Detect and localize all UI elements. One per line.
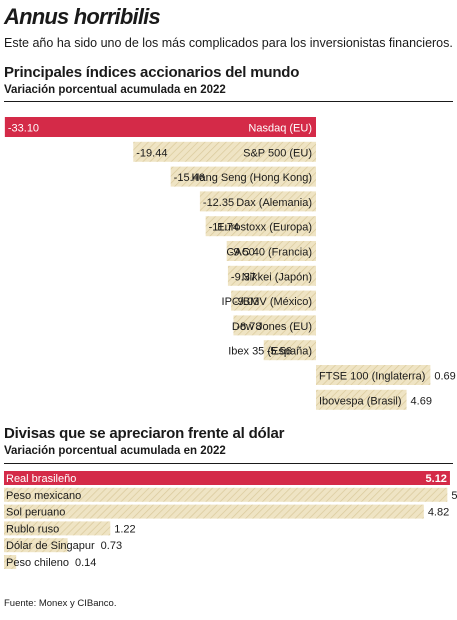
bar-peso-mexicano — [4, 487, 448, 502]
category-label-ftse-100-inglaterra: FTSE 100 (Inglaterra) — [319, 371, 425, 383]
bar-ibex-35-espana — [263, 340, 316, 361]
source-note: Fuente: Monex y CIBanco. — [4, 598, 117, 609]
bar-sol-peruano — [4, 504, 424, 519]
value-label-sol-peruano: 4.82 — [428, 507, 449, 519]
value-label-cac-40-francia: -9.50 — [230, 247, 255, 259]
page-subtitle: Este año ha sido uno de los más complica… — [4, 36, 453, 50]
value-label-nikkei-japon: -9.37 — [231, 271, 256, 283]
bar-ftse-100-inglaterra — [316, 365, 431, 385]
bar-sandp-500-eu — [133, 141, 316, 162]
category-label-dax-alemania: Dax (Alemania) — [236, 197, 312, 209]
value-label-dolar-de-singapur: 0.73 — [101, 540, 122, 552]
bar-rublo-ruso — [4, 521, 111, 536]
currency-chart-title: Divisas que se apreciaron frente al dóla… — [4, 425, 285, 442]
value-label-ipc-bmv-mexico: -9.03 — [234, 296, 259, 308]
bar-eurostoxx-europa — [205, 216, 316, 237]
category-label-ibovespa-brasil: Ibovespa (Brasil) — [319, 395, 402, 407]
value-label-peso-chileno: 0.14 — [75, 557, 96, 569]
category-label-cac-40-francia: CAC 40 (Francia) — [226, 247, 312, 259]
bar-real-brasileno — [4, 471, 450, 485]
stocks-divider — [4, 101, 453, 102]
value-label-peso-mexicano: 5.09 — [451, 490, 457, 502]
category-label-sandp-500-eu: S&P 500 (EU) — [243, 147, 312, 159]
bar-hang-seng-hong-kong — [170, 166, 316, 187]
value-label-nasdaq-eu: -33.10 — [8, 123, 39, 135]
category-label-nikkei-japon: Nikkei (Japón) — [242, 271, 312, 283]
category-label-ipc-bmv-mexico: IPC/BMV (México) — [222, 296, 312, 308]
category-label-real-brasileno: Real brasileño — [6, 473, 76, 485]
bar-dax-alemania — [199, 191, 316, 212]
value-label-sandp-500-eu: -19.44 — [136, 147, 167, 159]
value-label-hang-seng-hong-kong: -15.46 — [174, 172, 205, 184]
currency-chart-subtitle: Variación porcentual acumulada en 2022 — [4, 445, 226, 457]
bar-cac-40-francia — [226, 241, 316, 261]
currency-divider — [4, 463, 453, 464]
value-label-dax-alemania: -12.35 — [203, 197, 234, 209]
category-label-eurostoxx-europa: Eurostoxx (Europa) — [217, 222, 312, 234]
category-label-dow-jones-eu: Dow Jones (EU) — [232, 321, 312, 333]
value-label-ftse-100-inglaterra: 0.69 — [434, 371, 455, 383]
bar-nasdaq-eu — [4, 117, 317, 137]
bar-dolar-de-singapur — [4, 538, 68, 553]
stocks-chart: -33.10 Nasdaq (EU) -19.44 S&P 500 (EU) -15.4… — [4, 117, 456, 410]
category-label-sol-peruano: Sol peruano — [6, 507, 65, 519]
bar-peso-chileno — [4, 555, 17, 569]
page-title: Annus horribilis — [4, 4, 161, 29]
currency-chart: Real brasileño 5.12 Peso mexicano 5.09 Sol p… — [4, 471, 457, 569]
bar-ibovespa-brasil — [316, 389, 407, 410]
category-label-ibex-35-espana: Ibex 35 (España) — [228, 346, 312, 358]
stocks-chart-subtitle: Variación porcentual acumulada en 2022 — [4, 84, 226, 96]
bar-dow-jones-eu — [233, 315, 316, 336]
category-label-dolar-de-singapur: Dólar de Singapur — [6, 540, 95, 552]
value-label-real-brasileno: 5.12 — [426, 473, 447, 485]
category-label-peso-mexicano: Peso mexicano — [6, 490, 81, 502]
value-label-rublo-ruso: 1.22 — [114, 523, 135, 535]
bar-nikkei-japon — [227, 265, 316, 286]
category-label-rublo-ruso: Rublo ruso — [6, 523, 59, 535]
value-label-ibex-35-espana: -5.56 — [267, 346, 292, 358]
category-label-hang-seng-hong-kong: Hang Seng (Hong Kong) — [192, 172, 312, 184]
stocks-chart-title: Principales índices accionarios del mund… — [4, 64, 300, 81]
category-label-peso-chileno: Peso chileno — [6, 557, 69, 569]
bar-ipc-bmv-mexico — [231, 290, 316, 311]
value-label-dow-jones-eu: -8.78 — [236, 321, 261, 333]
category-label-nasdaq-eu: Nasdaq (EU) — [248, 123, 312, 135]
value-label-eurostoxx-europa: -11.74 — [209, 222, 239, 234]
value-label-ibovespa-brasil: 4.69 — [411, 395, 432, 407]
